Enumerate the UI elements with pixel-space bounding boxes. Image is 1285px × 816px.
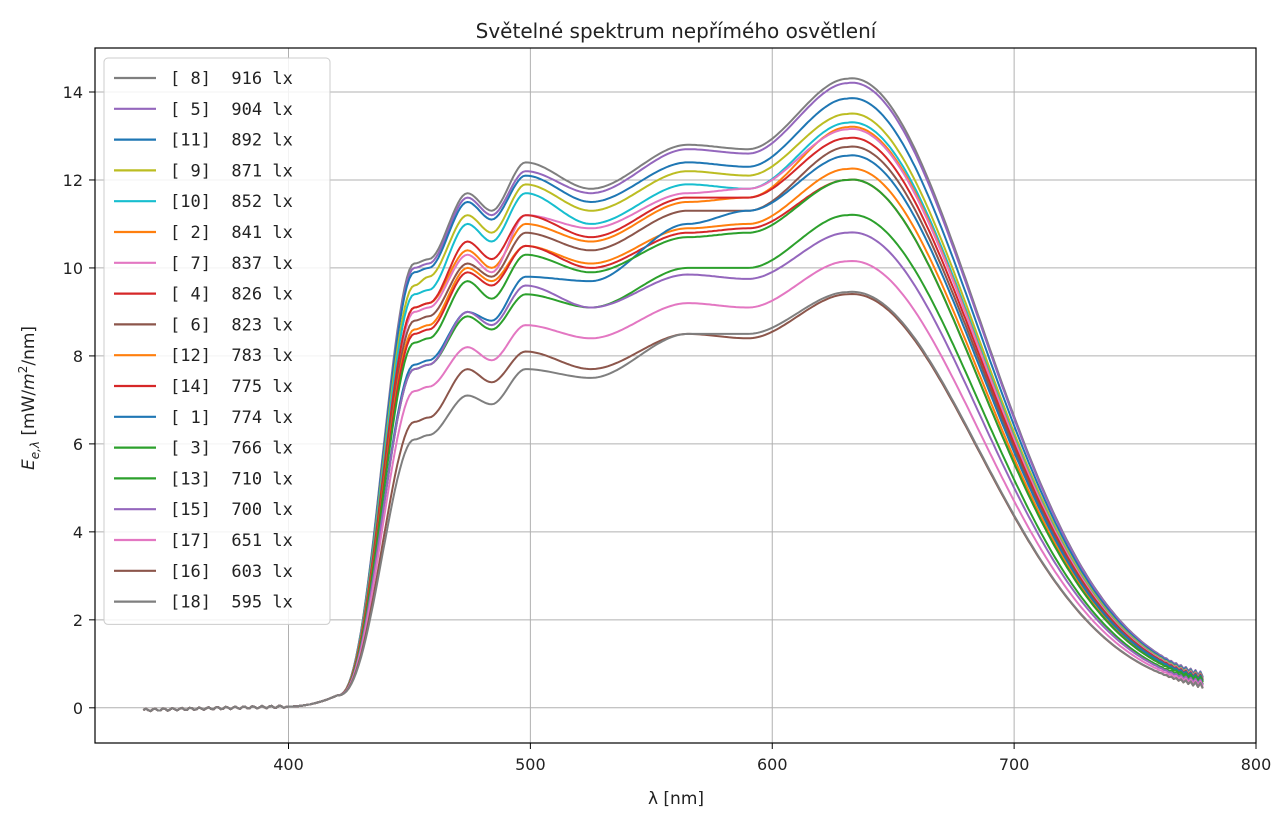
y-axis-label-unit-end: /nm]	[19, 326, 39, 366]
y-axis-label-unit-start: [mW/	[19, 390, 39, 441]
y-tick-label: 0	[73, 699, 83, 718]
legend-entry: [ 7] 837 lx	[170, 254, 293, 274]
x-tick-label: 500	[515, 755, 546, 774]
y-axis-label: Ee,λ [mW/m2/nm]	[16, 326, 42, 470]
y-tick-label: 4	[73, 523, 83, 542]
legend-entry: [12] 783 lx	[170, 346, 293, 366]
series-line	[142, 290, 1204, 713]
legend-entry: [ 2] 841 lx	[170, 223, 293, 243]
legend-entry: [ 6] 823 lx	[170, 315, 293, 335]
y-axis-label-unit-m: m	[19, 373, 39, 390]
y-tick-label: 8	[73, 347, 83, 366]
legend-entry: [13] 710 lx	[170, 469, 293, 489]
legend-entry: [15] 700 lx	[170, 500, 293, 520]
y-axis-label-symbol: E	[19, 459, 39, 470]
x-tick-label: 700	[999, 755, 1030, 774]
y-tick-label: 10	[63, 259, 83, 278]
y-tick-label: 2	[73, 611, 83, 630]
legend-entry: [18] 595 lx	[170, 593, 293, 613]
plot-frame	[94, 47, 1257, 744]
legend-entry: [14] 775 lx	[170, 377, 293, 397]
legend-entry: [11] 892 lx	[170, 131, 293, 151]
legend-box	[103, 57, 331, 625]
legend-entry: [10] 852 lx	[170, 192, 293, 212]
x-tick-label: 800	[1241, 755, 1272, 774]
legend-entry: [ 8] 916 lx	[170, 69, 293, 89]
legend-entry: [ 4] 826 lx	[170, 285, 293, 305]
legend-entry: [ 1] 774 lx	[170, 408, 293, 428]
x-tick-label: 400	[273, 755, 304, 774]
y-tick-label: 14	[63, 83, 83, 102]
legend-entry: [ 9] 871 lx	[170, 161, 293, 181]
legend-entry: [ 3] 766 lx	[170, 439, 293, 459]
legend: [ 8] 916 lx [ 5] 904 lx [11] 892 lx [ 9] 87…	[103, 57, 331, 625]
axis-ticks: 400 500 600 700 800 0 2 4 6 8 10 12 14	[63, 83, 1272, 774]
y-axis-label-subscript: e,λ	[28, 441, 42, 459]
legend-entry: [ 5] 904 lx	[170, 100, 293, 120]
legend-entry: [17] 651 lx	[170, 531, 293, 551]
series-lines	[142, 77, 1204, 713]
y-tick-label: 12	[63, 171, 83, 190]
y-axis-label-superscript: 2	[16, 366, 30, 374]
y-tick-label: 6	[73, 435, 83, 454]
legend-entry: [16] 603 lx	[170, 562, 293, 582]
chart-title: Světelné spektrum nepřímého osvětlení	[476, 19, 878, 43]
x-tick-label: 600	[757, 755, 788, 774]
x-axis-label: λ [nm]	[648, 789, 704, 809]
